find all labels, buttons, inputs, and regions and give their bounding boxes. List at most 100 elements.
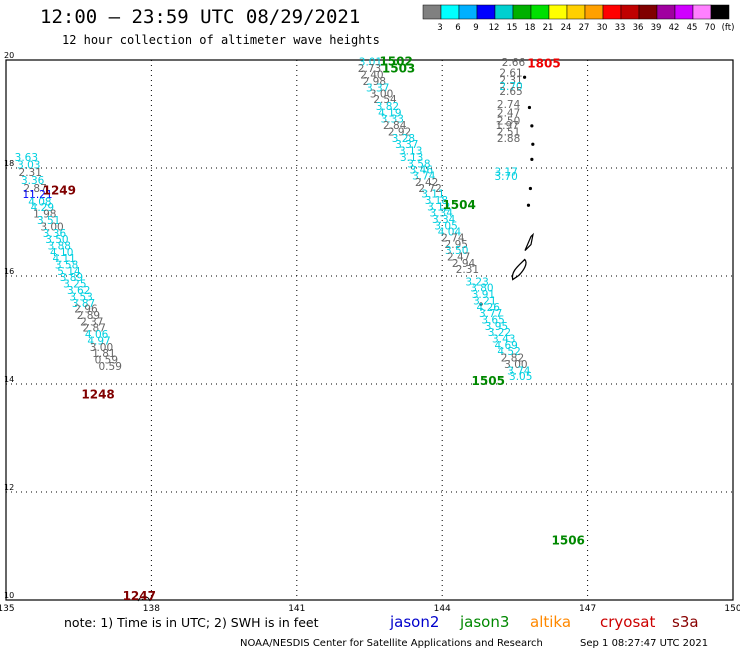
wave-height-value: 2.94 xyxy=(452,258,476,270)
wave-height-value: 3.33 xyxy=(381,114,404,126)
track-1247-1249: 3.633.032.313.362.8711.214.084.291.983.5… xyxy=(15,152,122,373)
satellite-cryosat: cryosat xyxy=(600,613,655,631)
grid-lines xyxy=(6,60,733,600)
wave-height-value: 3.05 xyxy=(509,371,532,383)
island-dot xyxy=(526,203,531,207)
pass-time-label: 1502 xyxy=(379,54,412,68)
wave-height-value: 0.59 xyxy=(95,354,118,366)
wave-height-value: 2.66 xyxy=(502,57,526,69)
footer: note: 1) Time is in UTC; 2) SWH is in fe… xyxy=(64,613,708,649)
wave-height-value: 2.54 xyxy=(373,94,397,106)
wave-height-value: 3.23 xyxy=(465,277,488,289)
track-1502-1504: 3.012.732.402.983.373.002.543.824.193.33… xyxy=(358,56,442,194)
island-dot xyxy=(527,105,532,110)
legend-label: 6 xyxy=(455,23,460,33)
wave-height-value: 2.40 xyxy=(360,69,383,81)
legend-label: 9 xyxy=(473,23,478,33)
wave-height-value: 3.18 xyxy=(425,195,448,207)
wave-height-value: 1.98 xyxy=(33,209,56,221)
island-dot xyxy=(522,75,527,79)
wave-height-value: 3.58 xyxy=(55,259,78,271)
wave-height-value: 4.19 xyxy=(378,108,401,120)
island-dot xyxy=(528,186,533,191)
note-text: note: 1) Time is in UTC; 2) SWH is in fe… xyxy=(64,615,319,630)
wave-height-value: 2.82 xyxy=(501,352,524,364)
legend-swatch xyxy=(674,4,694,20)
track-1805: 2.662.612.312.702.652.742.472.501.972.51… xyxy=(494,57,525,183)
wave-height-value: 4.06 xyxy=(85,329,109,341)
legend-label: 39 xyxy=(651,23,662,33)
wave-height-value: 3.36 xyxy=(43,228,67,240)
wave-height-value: 4.04 xyxy=(438,227,462,239)
wave-height-value: 3.00 xyxy=(370,88,393,100)
legend-label: 33 xyxy=(615,23,626,33)
wave-height-value: 4.29 xyxy=(31,202,54,214)
wave-height-value: 4.97 xyxy=(87,336,110,348)
wave-height-value: 2.98 xyxy=(363,76,386,88)
wave-height-value: 4.08 xyxy=(28,196,51,208)
wave-height-value: 4.69 xyxy=(494,340,517,352)
island-dot xyxy=(530,157,534,161)
lon-tick-label: 144 xyxy=(434,604,451,614)
wave-height-value: 2.70 xyxy=(499,81,522,93)
satellite-jason3: jason3 xyxy=(459,613,509,631)
wave-height-value: 3.50 xyxy=(45,234,68,246)
wave-height-value: 3.12 xyxy=(427,202,450,214)
legend-swatch xyxy=(476,4,496,20)
wave-height-value: 1.97 xyxy=(495,120,518,132)
page-title: 12:00 – 23:59 UTC 08/29/2021 xyxy=(40,6,361,28)
wave-height-value: 2.84 xyxy=(383,120,407,132)
legend-swatch xyxy=(458,4,478,20)
legend-label: 45 xyxy=(687,23,698,33)
wave-height-value: 3.13 xyxy=(400,152,423,164)
wave-height-value: 4.52 xyxy=(497,346,520,358)
wave-height-value: 3.63 xyxy=(15,152,38,164)
lon-tick-label: 147 xyxy=(579,604,596,614)
legend-label: 36 xyxy=(633,23,644,33)
wave-height-value: 5.14 xyxy=(57,266,81,278)
legend-label: 12 xyxy=(489,23,500,33)
lat-tick-label: 14 xyxy=(4,375,14,384)
legend-label: 30 xyxy=(597,23,608,33)
wave-height-value: 3.80 xyxy=(470,283,493,295)
wave-height-value: 3.11 xyxy=(421,189,444,201)
wave-height-value: 3.00 xyxy=(504,359,527,371)
lat-tick-label: 18 xyxy=(4,159,14,168)
wave-height-value: 2.61 xyxy=(499,68,522,80)
wave-height-value: 3.34 xyxy=(432,214,456,226)
legend-label: 21 xyxy=(543,23,554,33)
wave-height-value: 3.00 xyxy=(90,342,113,354)
satellite-tracks: 3.012.732.402.983.373.002.543.824.193.33… xyxy=(15,56,533,383)
wave-height-value: 3.65 xyxy=(481,315,504,327)
legend-swatch xyxy=(638,4,658,20)
wave-height-value: 3.37 xyxy=(366,82,389,94)
wave-height-value: 3.37 xyxy=(395,139,418,151)
legend-swatch xyxy=(656,4,676,20)
island-dot xyxy=(531,142,535,146)
page-subtitle: 12 hour collection of altimeter wave hei… xyxy=(62,33,380,47)
wave-height-value: 2.50 xyxy=(497,115,520,127)
track-1505-1506: 3.113.183.123.343.343.054.042.742.953.50… xyxy=(421,189,532,384)
wave-height-value: 2.73 xyxy=(358,63,381,75)
wave-height-value: 4.10 xyxy=(50,247,73,259)
wave-height-value: 3.17 xyxy=(494,167,517,179)
wave-height-value: 3.50 xyxy=(445,245,468,257)
legend-swatch xyxy=(440,4,460,20)
color-legend: 3 6 9 12 15 18 21 24 27 30 33 36 39 42 45 70 (ft) xyxy=(422,4,734,33)
wave-height-value: 3.05 xyxy=(434,221,457,233)
wave-height-value: 3.34 xyxy=(430,208,454,220)
pass-time-label: 1505 xyxy=(472,374,505,388)
axis-ticks: 135 138 141 144 147 150 20 18 16 14 12 10 xyxy=(0,51,740,614)
lon-tick-label: 141 xyxy=(288,604,305,614)
wave-height-value: 3.91 xyxy=(472,289,495,301)
wave-height-value: 3.74 xyxy=(507,365,531,377)
legend-swatch xyxy=(530,4,550,20)
wave-height-value: 3.77 xyxy=(479,308,502,320)
wave-height-value: 2.51 xyxy=(497,127,520,139)
legend-label: 3 xyxy=(437,23,442,33)
wave-height-value: 3.51 xyxy=(37,215,60,227)
lat-tick-label: 10 xyxy=(4,591,14,600)
wave-height-value: 2.72 xyxy=(418,183,441,195)
